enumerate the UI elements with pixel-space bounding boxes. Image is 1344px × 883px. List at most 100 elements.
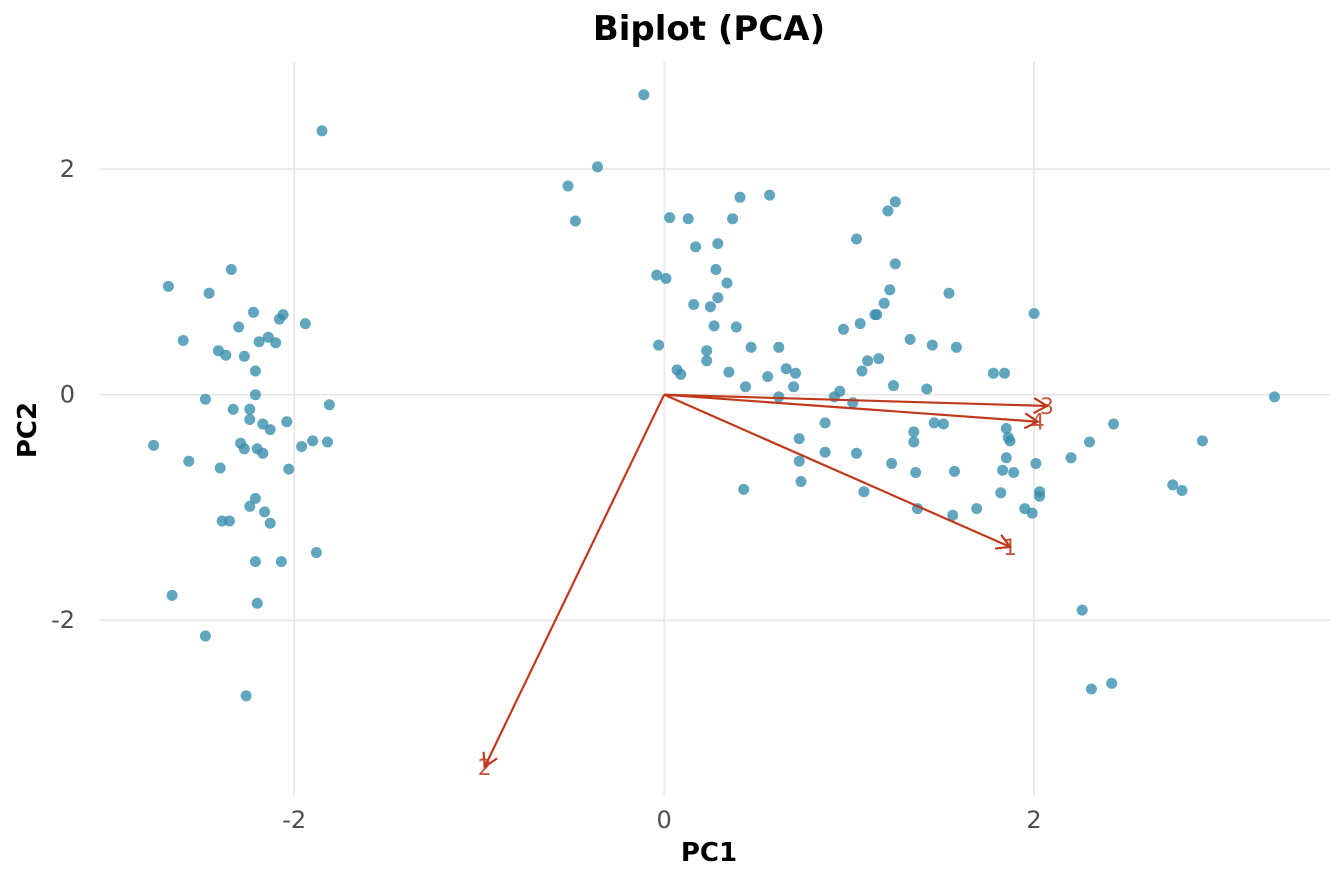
score-point bbox=[148, 439, 160, 451]
chart-title: Biplot (PCA) bbox=[593, 9, 825, 49]
score-point bbox=[162, 280, 174, 292]
score-point bbox=[675, 368, 687, 380]
score-point bbox=[682, 213, 694, 225]
score-point bbox=[847, 397, 859, 409]
score-point bbox=[244, 500, 256, 512]
score-point bbox=[889, 196, 901, 208]
score-point bbox=[745, 341, 757, 353]
score-point bbox=[858, 486, 870, 498]
score-point bbox=[873, 353, 885, 365]
score-point bbox=[971, 503, 983, 515]
score-point bbox=[264, 517, 276, 529]
x-tick-label: -2 bbox=[282, 806, 306, 834]
score-point bbox=[889, 258, 901, 270]
score-point bbox=[851, 447, 862, 459]
score-point bbox=[997, 464, 1009, 476]
score-point bbox=[862, 355, 874, 367]
score-point bbox=[249, 365, 261, 377]
loading-label-2: 2 bbox=[478, 756, 492, 781]
score-point bbox=[257, 447, 269, 459]
score-point bbox=[199, 630, 211, 642]
score-point bbox=[316, 125, 328, 137]
y-tick-label: 0 bbox=[60, 381, 75, 409]
score-point bbox=[244, 414, 256, 425]
score-point bbox=[710, 264, 722, 275]
score-point bbox=[249, 389, 261, 401]
score-point bbox=[1084, 436, 1095, 448]
score-point bbox=[1167, 479, 1179, 491]
score-point bbox=[1085, 683, 1097, 695]
loading-arrowhead-2 bbox=[482, 751, 498, 769]
score-point bbox=[307, 435, 319, 447]
score-point bbox=[281, 416, 293, 428]
score-point bbox=[1176, 485, 1188, 496]
score-point bbox=[764, 189, 776, 201]
loading-arrow-1 bbox=[663, 393, 1011, 548]
score-point bbox=[819, 446, 831, 458]
score-point bbox=[780, 363, 792, 375]
score-point bbox=[882, 205, 894, 217]
x-axis-ticks: -2 0 2 bbox=[282, 806, 1041, 834]
loading-label-4: 4 bbox=[1031, 411, 1045, 436]
score-point bbox=[734, 191, 746, 203]
score-point bbox=[225, 264, 237, 275]
score-point bbox=[199, 393, 211, 405]
score-point bbox=[277, 309, 289, 321]
score-point bbox=[638, 89, 650, 101]
score-point bbox=[793, 455, 805, 467]
score-point bbox=[322, 436, 333, 448]
score-point bbox=[166, 589, 178, 601]
score-point bbox=[723, 366, 735, 378]
loading-arrowhead-1 bbox=[994, 534, 1013, 550]
score-point bbox=[708, 320, 720, 332]
y-axis-ticks: -2 0 2 bbox=[51, 155, 75, 634]
score-point bbox=[730, 321, 742, 333]
score-point bbox=[238, 443, 250, 455]
score-point bbox=[908, 426, 920, 438]
score-point bbox=[323, 399, 335, 411]
score-point bbox=[987, 367, 999, 379]
score-point bbox=[884, 284, 896, 296]
score-point bbox=[1028, 308, 1040, 319]
score-point bbox=[259, 506, 271, 518]
score-point bbox=[283, 463, 295, 475]
score-point bbox=[788, 381, 800, 393]
score-point bbox=[1196, 435, 1208, 447]
score-point bbox=[224, 515, 235, 527]
score-point bbox=[856, 365, 868, 377]
score-point bbox=[203, 287, 215, 299]
score-point bbox=[177, 335, 189, 346]
score-point bbox=[1269, 391, 1280, 403]
score-point bbox=[270, 337, 282, 349]
score-point bbox=[1106, 677, 1118, 689]
score-point bbox=[795, 476, 807, 487]
loading-arrow-3 bbox=[664, 393, 1048, 408]
score-point bbox=[238, 350, 250, 362]
score-point bbox=[660, 273, 672, 284]
score-point bbox=[253, 336, 265, 348]
loading-arrowhead-3 bbox=[1033, 397, 1050, 415]
score-point bbox=[227, 403, 239, 415]
score-point bbox=[233, 321, 245, 333]
score-point bbox=[688, 299, 700, 310]
score-point bbox=[1026, 507, 1038, 519]
loading-arrows: 1 2 34 bbox=[478, 393, 1054, 781]
score-point bbox=[790, 367, 801, 379]
score-point bbox=[773, 391, 785, 403]
score-point bbox=[921, 383, 933, 395]
score-point bbox=[1008, 467, 1020, 478]
score-point bbox=[214, 462, 226, 474]
score-point bbox=[299, 318, 311, 330]
score-point bbox=[762, 371, 774, 383]
score-point bbox=[701, 345, 713, 357]
score-point bbox=[712, 292, 724, 304]
score-point bbox=[651, 269, 663, 281]
score-point bbox=[854, 318, 866, 330]
score-point bbox=[1004, 435, 1016, 447]
grid bbox=[100, 62, 1330, 795]
score-point bbox=[248, 306, 259, 318]
score-point bbox=[264, 424, 276, 436]
score-point bbox=[653, 339, 665, 351]
score-point bbox=[1108, 418, 1120, 430]
